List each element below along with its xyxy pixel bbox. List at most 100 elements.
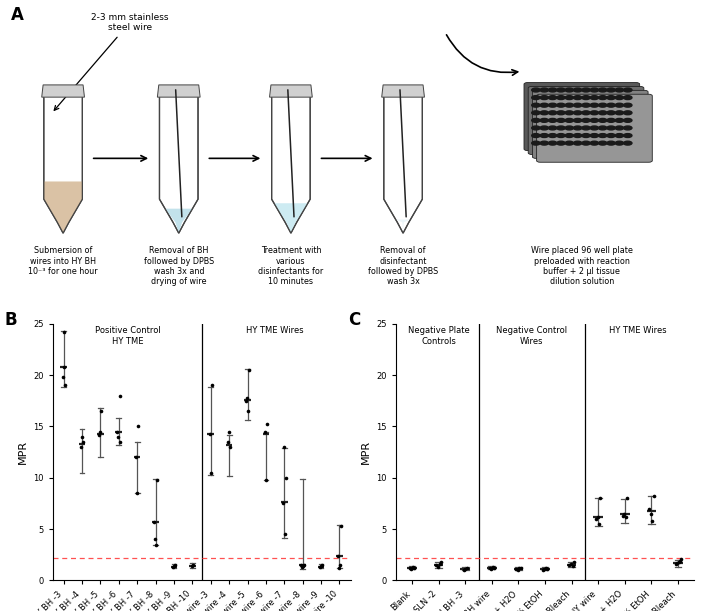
Text: Removal of BH
followed by DPBS
wash 3x and
drying of wire: Removal of BH followed by DPBS wash 3x a… [144,246,214,287]
Circle shape [531,119,540,122]
Circle shape [615,111,624,115]
Circle shape [565,134,573,137]
Circle shape [548,88,557,92]
Circle shape [607,141,615,145]
Circle shape [557,134,565,137]
Circle shape [548,111,557,115]
Circle shape [624,126,632,130]
Circle shape [573,134,582,137]
FancyBboxPatch shape [524,82,640,150]
Circle shape [599,111,607,115]
Circle shape [540,88,548,92]
Polygon shape [158,85,200,97]
Circle shape [615,88,624,92]
Circle shape [624,119,632,122]
Circle shape [607,134,615,137]
Circle shape [565,141,573,145]
Circle shape [615,141,624,145]
Circle shape [607,88,615,92]
Circle shape [548,119,557,122]
Circle shape [573,111,582,115]
Circle shape [573,126,582,130]
Polygon shape [160,97,198,233]
Circle shape [557,141,565,145]
Circle shape [590,96,599,100]
Circle shape [531,126,540,130]
Circle shape [573,88,582,92]
Circle shape [540,111,548,115]
Circle shape [548,141,557,145]
Circle shape [548,126,557,130]
Circle shape [531,96,540,100]
Circle shape [557,111,565,115]
Polygon shape [274,203,308,233]
Circle shape [624,141,632,145]
Text: Wire placed 96 well plate
preloaded with reaction
buffer + 2 μl tissue
dilution : Wire placed 96 well plate preloaded with… [531,246,633,287]
Circle shape [531,111,540,115]
Circle shape [582,141,590,145]
Circle shape [590,141,599,145]
Circle shape [540,119,548,122]
Circle shape [599,103,607,107]
Circle shape [599,126,607,130]
Circle shape [540,103,548,107]
Circle shape [615,103,624,107]
Circle shape [557,126,565,130]
Circle shape [599,88,607,92]
Circle shape [540,96,548,100]
Circle shape [557,88,565,92]
Text: Negative Control
Wires: Negative Control Wires [496,326,567,346]
Circle shape [615,126,624,130]
Text: C: C [348,311,360,329]
Circle shape [531,103,540,107]
FancyBboxPatch shape [533,90,648,158]
Y-axis label: MPR: MPR [361,440,371,464]
Circle shape [540,134,548,137]
Circle shape [607,103,615,107]
Circle shape [540,141,548,145]
Circle shape [590,111,599,115]
Polygon shape [269,85,313,97]
Circle shape [557,103,565,107]
Circle shape [565,103,573,107]
Circle shape [548,134,557,137]
Circle shape [590,119,599,122]
FancyBboxPatch shape [537,94,652,163]
Circle shape [599,141,607,145]
Polygon shape [395,219,411,233]
Text: A: A [11,7,23,24]
Polygon shape [384,97,422,233]
Circle shape [582,111,590,115]
Circle shape [582,96,590,100]
Text: HY TME Wires: HY TME Wires [246,326,304,335]
Polygon shape [43,181,83,233]
Text: HY TME Wires: HY TME Wires [609,326,667,335]
Circle shape [590,103,599,107]
FancyBboxPatch shape [529,87,644,155]
Circle shape [573,103,582,107]
Y-axis label: MPR: MPR [18,440,27,464]
Circle shape [582,126,590,130]
Circle shape [557,119,565,122]
Circle shape [573,119,582,122]
Polygon shape [272,97,310,233]
Circle shape [590,126,599,130]
Circle shape [548,103,557,107]
Circle shape [590,88,599,92]
Circle shape [573,141,582,145]
Circle shape [565,96,573,100]
Circle shape [565,119,573,122]
Polygon shape [43,97,83,233]
Circle shape [540,126,548,130]
Circle shape [565,111,573,115]
Circle shape [582,134,590,137]
Circle shape [582,88,590,92]
Circle shape [624,134,632,137]
Circle shape [582,103,590,107]
Polygon shape [42,85,85,97]
Text: Treatment with
various
disinfectants for
10 minutes: Treatment with various disinfectants for… [258,246,324,287]
Circle shape [624,111,632,115]
Polygon shape [381,85,424,97]
Circle shape [624,88,632,92]
Text: Positive Control
HY TME: Positive Control HY TME [95,326,161,346]
